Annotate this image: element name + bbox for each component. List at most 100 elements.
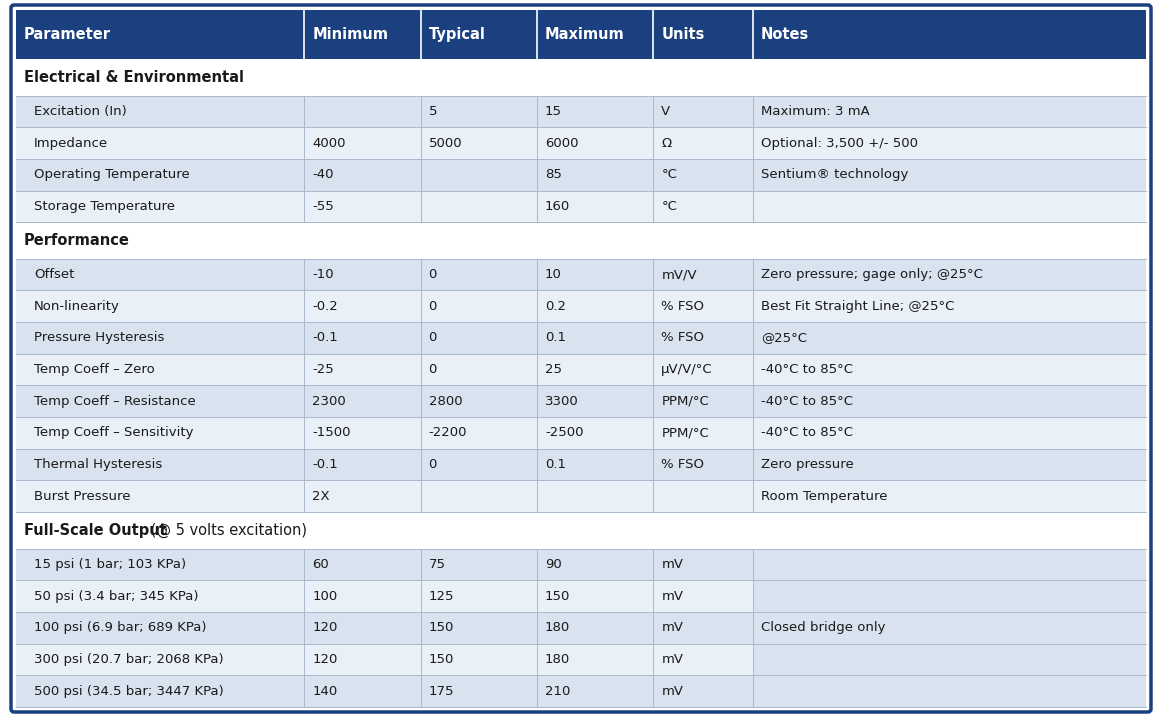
- Text: -2500: -2500: [545, 427, 583, 440]
- Bar: [537, 353, 653, 386]
- Bar: [16, 127, 304, 159]
- Text: % FSO: % FSO: [661, 458, 704, 471]
- Text: 300 psi (20.7 bar; 2068 KPa): 300 psi (20.7 bar; 2068 KPa): [34, 653, 223, 666]
- Bar: [304, 644, 421, 675]
- Bar: [537, 259, 653, 290]
- Text: Best Fit Straight Line; @25°C: Best Fit Straight Line; @25°C: [761, 300, 954, 313]
- Text: 5000: 5000: [429, 136, 462, 150]
- Text: Excitation (In): Excitation (In): [34, 105, 127, 118]
- Bar: [537, 675, 653, 707]
- Bar: [537, 386, 653, 417]
- Text: 3300: 3300: [545, 395, 579, 408]
- Text: 125: 125: [429, 589, 454, 602]
- Text: -40°C to 85°C: -40°C to 85°C: [761, 427, 853, 440]
- Bar: [753, 259, 1146, 290]
- Bar: [537, 612, 653, 644]
- Bar: [653, 386, 753, 417]
- Text: °C: °C: [661, 200, 677, 213]
- Bar: [753, 449, 1146, 480]
- Text: 10: 10: [545, 268, 561, 281]
- Bar: [653, 95, 753, 127]
- Bar: [537, 417, 653, 449]
- Bar: [16, 580, 304, 612]
- Bar: [421, 290, 537, 322]
- Bar: [753, 386, 1146, 417]
- Bar: [421, 644, 537, 675]
- Text: mV/V: mV/V: [661, 268, 697, 281]
- Bar: [304, 191, 421, 222]
- Bar: [304, 449, 421, 480]
- Bar: [304, 259, 421, 290]
- Text: Non-linearity: Non-linearity: [34, 300, 120, 313]
- Bar: [537, 322, 653, 353]
- Bar: [753, 95, 1146, 127]
- Text: Room Temperature: Room Temperature: [761, 490, 888, 503]
- Bar: [16, 290, 304, 322]
- Bar: [753, 191, 1146, 222]
- Bar: [304, 480, 421, 512]
- Bar: [653, 675, 753, 707]
- Text: Minimum: Minimum: [313, 27, 388, 42]
- Bar: [304, 95, 421, 127]
- Text: Maximum: 3 mA: Maximum: 3 mA: [761, 105, 869, 118]
- Bar: [753, 159, 1146, 191]
- Text: Temp Coeff – Sensitivity: Temp Coeff – Sensitivity: [34, 427, 194, 440]
- Text: Maximum: Maximum: [545, 27, 625, 42]
- Bar: [537, 191, 653, 222]
- Text: @25°C: @25°C: [761, 331, 806, 344]
- Bar: [16, 449, 304, 480]
- Bar: [753, 644, 1146, 675]
- Bar: [537, 95, 653, 127]
- Bar: [537, 644, 653, 675]
- Text: (@ 5 volts excitation): (@ 5 volts excitation): [146, 523, 308, 538]
- Text: 0.2: 0.2: [545, 300, 566, 313]
- Bar: [304, 353, 421, 386]
- Bar: [16, 549, 304, 580]
- Text: Electrical & Environmental: Electrical & Environmental: [24, 70, 244, 85]
- Text: Impedance: Impedance: [34, 136, 108, 150]
- Bar: [753, 580, 1146, 612]
- Bar: [653, 290, 753, 322]
- Bar: [537, 480, 653, 512]
- Bar: [304, 612, 421, 644]
- Bar: [421, 127, 537, 159]
- Bar: [421, 95, 537, 127]
- Text: -10: -10: [313, 268, 333, 281]
- Text: 90: 90: [545, 558, 561, 571]
- Bar: [537, 290, 653, 322]
- Bar: [653, 612, 753, 644]
- Text: 100: 100: [313, 589, 337, 602]
- Bar: [537, 127, 653, 159]
- Text: Pressure Hysteresis: Pressure Hysteresis: [34, 331, 164, 344]
- Bar: [537, 159, 653, 191]
- Text: 25: 25: [545, 363, 562, 376]
- Text: 160: 160: [545, 200, 571, 213]
- Bar: [537, 549, 653, 580]
- Text: 6000: 6000: [545, 136, 579, 150]
- Bar: [421, 417, 537, 449]
- Text: -0.2: -0.2: [313, 300, 338, 313]
- Text: 15 psi (1 bar; 103 KPa): 15 psi (1 bar; 103 KPa): [34, 558, 186, 571]
- Bar: [653, 449, 753, 480]
- Text: 60: 60: [313, 558, 329, 571]
- Bar: [537, 580, 653, 612]
- Text: 0.1: 0.1: [545, 458, 566, 471]
- Text: -40: -40: [313, 168, 333, 181]
- Bar: [421, 675, 537, 707]
- Text: PPM/°C: PPM/°C: [661, 395, 709, 408]
- Bar: [753, 127, 1146, 159]
- Text: -25: -25: [313, 363, 333, 376]
- Text: 4000: 4000: [313, 136, 345, 150]
- Text: 150: 150: [545, 589, 571, 602]
- Bar: [421, 259, 537, 290]
- Bar: [753, 417, 1146, 449]
- Bar: [653, 259, 753, 290]
- Text: Thermal Hysteresis: Thermal Hysteresis: [34, 458, 163, 471]
- Text: Units: Units: [661, 27, 704, 42]
- Bar: [304, 580, 421, 612]
- Bar: [16, 512, 1146, 549]
- Text: 2300: 2300: [313, 395, 346, 408]
- Text: mV: mV: [661, 622, 683, 635]
- Bar: [304, 386, 421, 417]
- Bar: [653, 127, 753, 159]
